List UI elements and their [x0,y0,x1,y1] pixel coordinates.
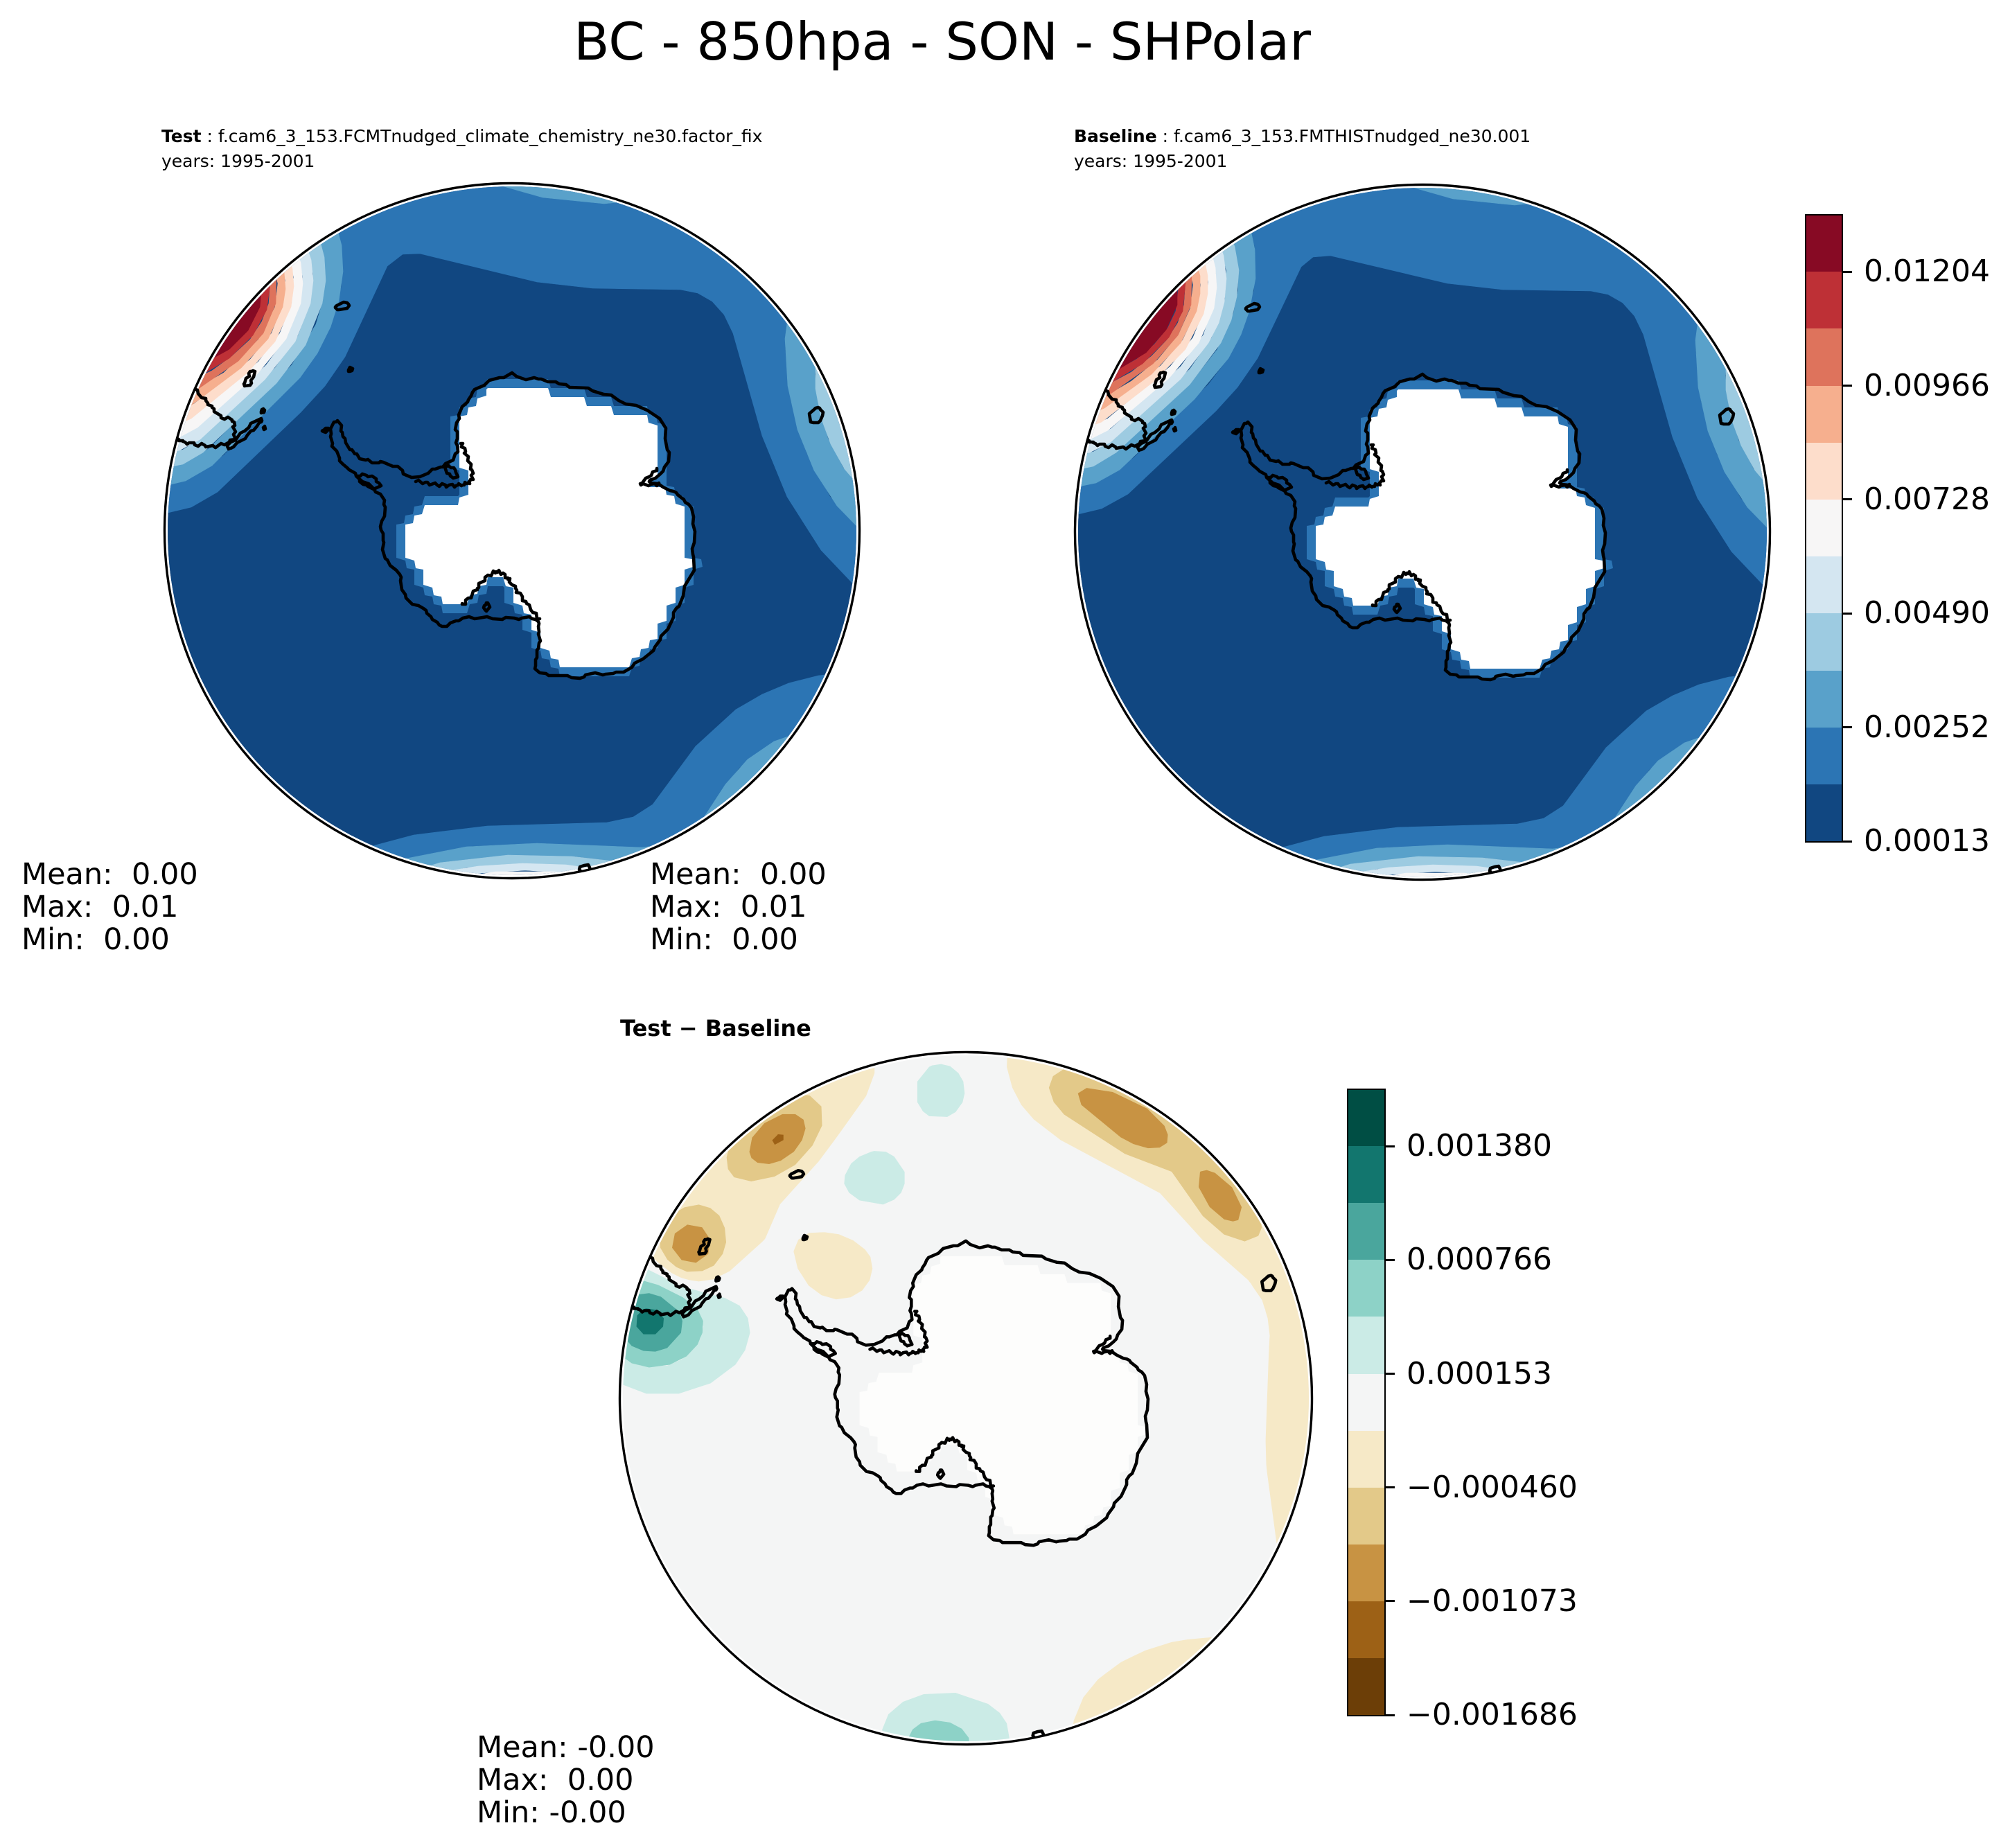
colorbar-segment [1348,1089,1384,1147]
baseline-min: Min: 0.00 [650,922,798,957]
test-years: years: 1995-2001 [161,151,315,171]
colorbar-tick [1386,1714,1395,1716]
test-panel-header: Test : f.cam6_3_153.FCMTnudged_climate_c… [161,124,762,174]
diff-mean: Mean: -0.00 [477,1730,655,1765]
colorbar-tick-label: −0.001073 [1407,1583,1578,1619]
colorbar-segment [1806,272,1842,330]
test-max: Max: 0.01 [21,890,179,924]
colorbar-segment [1806,613,1842,671]
baseline-label: Baseline [1074,126,1157,146]
test-mean: Mean: 0.00 [21,857,198,892]
colorbar-tick-label: 0.001380 [1407,1128,1552,1164]
baseline-map [1073,182,1772,882]
colorbar-tick-label: 0.01204 [1864,254,1990,290]
diff-max: Max: 0.00 [477,1763,634,1797]
colorbar-tick [1843,612,1852,615]
colorbar-tick [1843,726,1852,729]
colorbar-segment [1806,215,1842,272]
baseline-panel-header: Baseline : f.cam6_3_153.FMTHISTnudged_ne… [1074,124,1531,174]
colorbar-tick [1386,1145,1395,1147]
colorbar-tick-label: 0.00490 [1864,595,1990,631]
test-map [162,181,862,881]
baseline-max: Max: 0.01 [650,890,807,924]
colorbar-segment [1806,328,1842,387]
colorbar-segment [1806,556,1842,614]
colorbar-segment [1348,1544,1384,1602]
colorbar-tick-label: −0.000460 [1407,1469,1578,1505]
difference-stats: Mean: -0.00 Max: 0.00 Min: -0.00 [477,1732,655,1829]
colorbar-segment [1806,727,1842,785]
colorbar-segment [1806,385,1842,443]
diff-min: Min: -0.00 [477,1795,626,1830]
colorbar-segment [1348,1146,1384,1204]
colorbar-tick [1843,498,1852,501]
colorbar-segment [1348,1260,1384,1318]
colorbar-segment [1348,1601,1384,1659]
colorbar-tick-label: 0.00966 [1864,367,1990,403]
colorbar-tick [1843,385,1852,387]
test-label: Test [161,126,202,146]
colorbar-segment [1348,1487,1384,1545]
colorbar-segment [1348,1430,1384,1488]
colorbar-segment [1348,1373,1384,1432]
baseline-mean: Mean: 0.00 [650,857,827,892]
test-min: Min: 0.00 [21,922,170,957]
test-stats: Mean: 0.00 Max: 0.01 Min: 0.00 [21,859,198,956]
figure-title: BC - 850hpa - SON - SHPolar [574,11,1311,72]
colorbar-tick-label: 0.000766 [1407,1242,1552,1278]
colorbar-segment [1806,670,1842,728]
colorbar-tick [1386,1373,1395,1375]
colorbar-segment [1806,784,1842,842]
baseline-years: years: 1995-2001 [1074,151,1228,171]
colorbar-tick [1386,1600,1395,1603]
colorbar-diff [1346,1088,1386,1716]
colorbar-segment [1348,1317,1384,1375]
baseline-stats: Mean: 0.00 Max: 0.01 Min: 0.00 [650,859,827,956]
colorbar-tick-label: 0.00728 [1864,481,1990,517]
colorbar-tick-label: 0.00013 [1864,823,1990,859]
colorbar-tick [1386,1486,1395,1489]
test-run-name: : f.cam6_3_153.FCMTnudged_climate_chemis… [201,126,763,146]
difference-title: Test − Baseline [620,1015,811,1041]
difference-map [617,1050,1314,1747]
baseline-run-name: : f.cam6_3_153.FMTHISTnudged_ne30.001 [1156,126,1531,146]
colorbar-tick-label: 0.00252 [1864,709,1990,745]
colorbar-tick [1386,1258,1395,1261]
colorbar-tick [1843,270,1852,273]
colorbar-main [1804,213,1843,843]
colorbar-tick-label: 0.000153 [1407,1355,1552,1391]
colorbar-segment [1806,442,1842,500]
colorbar-segment [1348,1203,1384,1260]
colorbar-segment [1806,499,1842,557]
colorbar-tick [1843,840,1852,843]
colorbar-tick-label: −0.001686 [1407,1697,1578,1732]
colorbar-segment [1348,1657,1384,1716]
